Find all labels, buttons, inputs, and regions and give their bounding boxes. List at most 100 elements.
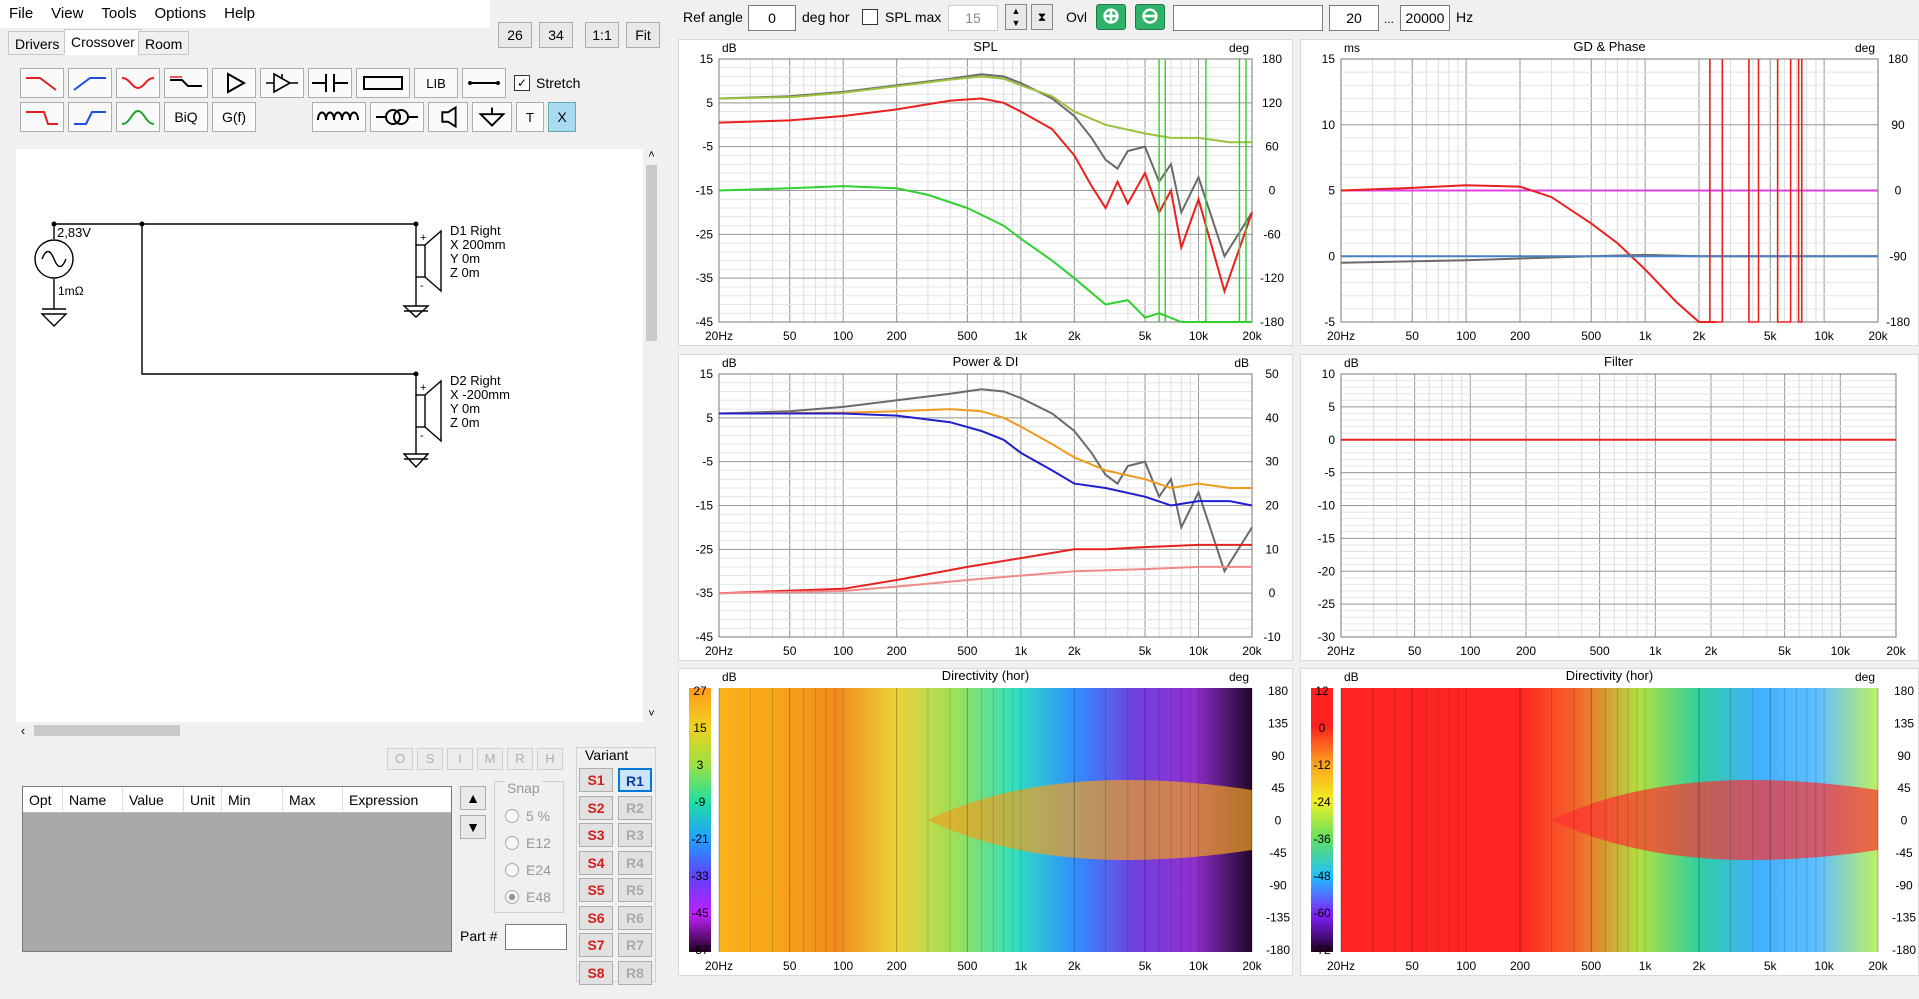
- variant-r1-button[interactable]: R1: [618, 768, 652, 792]
- col-value[interactable]: Value: [123, 787, 184, 812]
- menu-help[interactable]: Help: [224, 5, 256, 22]
- stretch-checkbox[interactable]: ✓: [514, 75, 530, 91]
- variant-s8-button[interactable]: S8: [579, 960, 613, 985]
- spl-max-spinner[interactable]: ▲ ▼: [1005, 4, 1027, 30]
- scroll-up-icon[interactable]: ˄: [648, 149, 655, 161]
- variant-r3-button[interactable]: R3: [618, 823, 652, 847]
- variant-r7-button[interactable]: R7: [618, 933, 652, 957]
- filter-chart[interactable]: Filter dB 20Hz 50 100 200 500 1k 2k 5k 10k 20k 10 5 0-…: [1300, 354, 1919, 661]
- schematic-vertical-scrollbar[interactable]: ˄ ˅: [643, 149, 660, 722]
- variant-r5-button[interactable]: R5: [618, 878, 652, 902]
- scrollbar-thumb[interactable]: [34, 725, 180, 736]
- menu-file[interactable]: File: [9, 5, 34, 22]
- text-tool-button[interactable]: T: [516, 102, 544, 132]
- delete-tool-button[interactable]: X: [548, 102, 576, 132]
- scroll-left-icon[interactable]: ‹: [20, 723, 26, 738]
- col-max[interactable]: Max: [283, 787, 343, 812]
- fit-button[interactable]: Fit: [626, 22, 660, 48]
- shelf-button[interactable]: [164, 68, 208, 98]
- parameter-table[interactable]: Opt Name Value Unit Min Max Expression: [22, 786, 452, 952]
- resistor-button[interactable]: [356, 68, 410, 98]
- opt-o-button[interactable]: O: [387, 748, 413, 770]
- col-opt[interactable]: Opt: [23, 787, 63, 812]
- col-min[interactable]: Min: [222, 787, 283, 812]
- amplifier-button[interactable]: [212, 68, 256, 98]
- variant-r6-button[interactable]: R6: [618, 905, 652, 930]
- variant-s2-button[interactable]: S2: [579, 795, 613, 820]
- y-tick-label: -15: [1318, 531, 1336, 545]
- snap-e12-radio[interactable]: E12: [505, 829, 551, 856]
- spl-max-checkbox[interactable]: [862, 9, 878, 25]
- speaker-button[interactable]: [428, 102, 468, 132]
- highpass-2-button[interactable]: [68, 102, 112, 132]
- menu-options[interactable]: Options: [154, 5, 207, 22]
- directivity-chart-1[interactable]: Directivity (hor) dB deg 20Hz 50 100 200 500 1k 2…: [678, 668, 1293, 976]
- overlay-name-input[interactable]: [1173, 5, 1323, 31]
- tab-drivers[interactable]: Drivers: [8, 31, 67, 55]
- move-down-button[interactable]: ▼: [460, 815, 486, 839]
- variant-s7-button[interactable]: S7: [579, 933, 613, 957]
- snap-e24-radio[interactable]: E24: [505, 856, 551, 883]
- scrollbar-thumb[interactable]: [646, 165, 657, 341]
- opt-i-button[interactable]: I: [447, 748, 473, 770]
- opt-m-button[interactable]: M: [477, 748, 503, 770]
- freq-from-input[interactable]: 20: [1329, 5, 1379, 31]
- variant-s3-button[interactable]: S3: [579, 823, 613, 847]
- variant-s5-button[interactable]: S5: [579, 878, 613, 902]
- spl-chart[interactable]: SPL dB deg 20Hz 50 100 200 500 1k 2k 5k 10k 20k 15 5 -5…: [678, 39, 1293, 346]
- gf-button[interactable]: G(f): [212, 102, 256, 132]
- transformer-button[interactable]: [370, 102, 424, 132]
- remove-overlay-button[interactable]: ⊖: [1135, 4, 1165, 30]
- part-number-input[interactable]: [505, 924, 567, 950]
- schematic-horizontal-scrollbar[interactable]: ‹: [16, 722, 643, 739]
- notch-red-button[interactable]: [116, 68, 160, 98]
- move-up-button[interactable]: ▲: [460, 786, 486, 810]
- bandpass-button[interactable]: [116, 102, 160, 132]
- stretch-option[interactable]: ✓ Stretch: [514, 68, 580, 98]
- snap-5pct-radio[interactable]: 5 %: [505, 802, 551, 829]
- add-overlay-button[interactable]: ⊕: [1096, 4, 1126, 30]
- biquad-button[interactable]: BiQ: [164, 102, 208, 132]
- spl-max-input[interactable]: 15: [948, 5, 998, 31]
- tab-crossover[interactable]: Crossover: [64, 29, 142, 55]
- menu-view[interactable]: View: [51, 5, 84, 22]
- col-unit[interactable]: Unit: [184, 787, 222, 812]
- variant-r4-button[interactable]: R4: [618, 850, 652, 875]
- variant-s1-button[interactable]: S1: [579, 768, 613, 792]
- lowpass-red-button[interactable]: [20, 68, 64, 98]
- inductor-button[interactable]: [312, 102, 366, 132]
- col-name[interactable]: Name: [63, 787, 123, 812]
- scroll-down-icon[interactable]: ˅: [648, 708, 655, 720]
- library-button[interactable]: LIB: [414, 68, 458, 98]
- opt-h-button[interactable]: H: [537, 748, 563, 770]
- lowpass-2-button[interactable]: [20, 102, 64, 132]
- capacitor-button[interactable]: [308, 68, 352, 98]
- highpass-blue-button[interactable]: [68, 68, 112, 98]
- wire-button[interactable]: [462, 68, 506, 98]
- x-tick-label: 20Hz: [1327, 644, 1355, 658]
- buffer-button[interactable]: [260, 68, 304, 98]
- variant-r2-button[interactable]: R2: [618, 795, 652, 820]
- gd-phase-chart[interactable]: GD & Phase ms deg 20Hz 50 100 200 500 1k 2k 5k 10k 2…: [1300, 39, 1919, 346]
- snap-e48-radio[interactable]: E48: [505, 883, 551, 910]
- source-voltage-label: 2,83V: [57, 225, 91, 240]
- size-34-button[interactable]: 34: [539, 22, 573, 48]
- spl-fit-button[interactable]: ⧗: [1031, 4, 1053, 30]
- schematic-canvas[interactable]: 2,83V 1mΩ + - + - D1 Right X 200mm Y 0m …: [16, 149, 643, 722]
- col-expression[interactable]: Expression: [349, 792, 419, 808]
- opt-s-button[interactable]: S: [417, 748, 443, 770]
- ref-angle-input[interactable]: 0: [748, 5, 796, 31]
- power-di-chart[interactable]: Power & DI dB dB 20Hz 50 100 200 500 1k 2k 5k 10k 20…: [678, 354, 1293, 661]
- directivity-chart-2[interactable]: Directivity (hor) dB deg 20Hz 50 100 200 500 1k 2…: [1300, 668, 1919, 976]
- opt-r-button[interactable]: R: [507, 748, 533, 770]
- variant-s6-button[interactable]: S6: [579, 905, 613, 930]
- size-26-button[interactable]: 26: [498, 22, 532, 48]
- variant-r8-button[interactable]: R8: [618, 960, 652, 985]
- freq-to-input[interactable]: 20000: [1400, 5, 1450, 31]
- zoom-1-1-button[interactable]: 1:1: [585, 22, 619, 48]
- variant-s4-button[interactable]: S4: [579, 850, 613, 875]
- menu-tools[interactable]: Tools: [101, 5, 137, 22]
- capacitor-icon: [312, 74, 348, 92]
- ground-button[interactable]: [472, 102, 512, 132]
- tab-room[interactable]: Room: [138, 31, 190, 55]
